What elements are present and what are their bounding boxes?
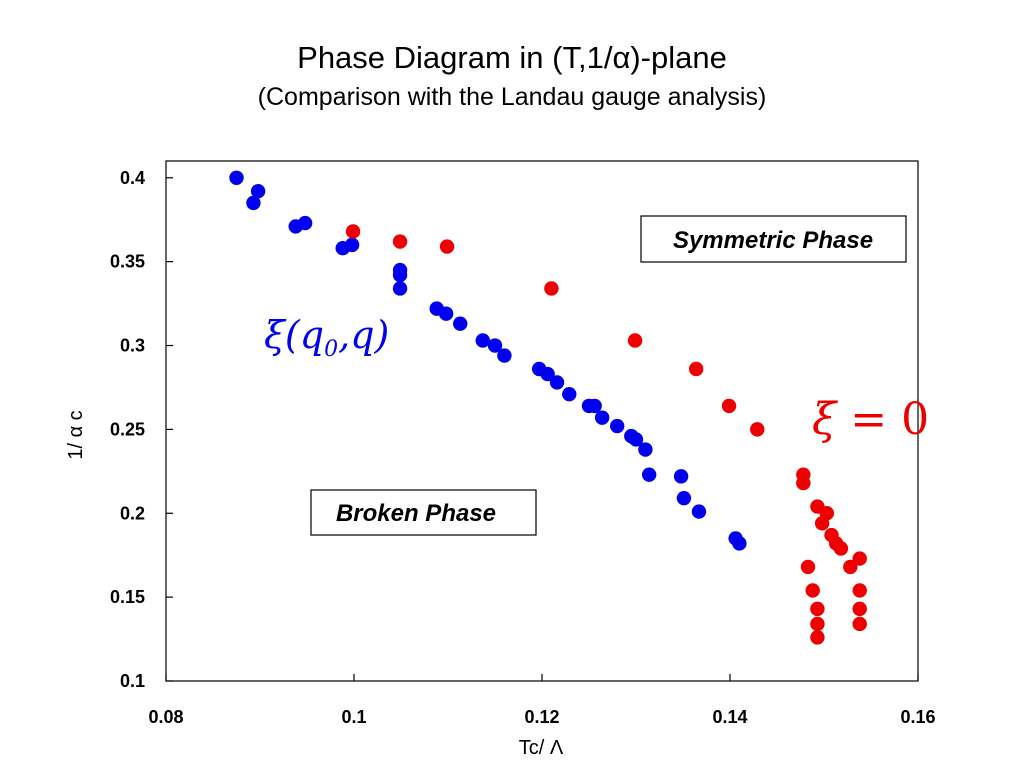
blue-data-point bbox=[487, 338, 503, 353]
blue-data-point bbox=[250, 183, 266, 199]
blue-data-point bbox=[453, 316, 468, 331]
x-tick-label: 0.14 bbox=[712, 707, 747, 727]
blue-data-point bbox=[540, 366, 555, 382]
y-axis-label: 1/ α c bbox=[65, 410, 87, 459]
red-data-point bbox=[721, 398, 737, 414]
x-axis-ticks: 0.08 0.1 0.12 0.14 0.16 bbox=[148, 674, 936, 727]
blue-series-annotation: ξ(q0,q) bbox=[264, 313, 389, 362]
red-data-point bbox=[627, 333, 643, 348]
red-data-point bbox=[852, 616, 867, 632]
blue-data-point bbox=[676, 490, 692, 506]
red-data-point bbox=[439, 239, 455, 254]
x-tick-label: 0.1 bbox=[341, 707, 366, 727]
red-data-point bbox=[800, 559, 816, 575]
red-data-point bbox=[544, 281, 559, 296]
blue-data-point bbox=[229, 170, 244, 185]
blue-data-point bbox=[392, 281, 408, 296]
red-data-point bbox=[852, 551, 867, 566]
blue-data-point bbox=[587, 398, 602, 414]
red-data-point bbox=[810, 601, 825, 617]
symmetric-phase-box: Symmetric Phase bbox=[640, 215, 907, 263]
blue-data-point bbox=[691, 504, 707, 519]
red-series-annotation: ξ = 0 bbox=[812, 394, 929, 445]
page-title: Phase Diagram in (T,1/α)-plane bbox=[297, 40, 727, 75]
y-tick-label: 0.3 bbox=[120, 336, 145, 356]
red-data-point bbox=[852, 601, 867, 617]
red-data-point bbox=[843, 559, 858, 575]
blue-data-point bbox=[732, 536, 747, 551]
blue-data-point bbox=[673, 469, 689, 484]
broken-phase-label: Broken Phase bbox=[336, 500, 496, 527]
blue-series bbox=[229, 170, 747, 551]
blue-data-point bbox=[638, 442, 653, 457]
symmetric-phase-box-frame bbox=[640, 215, 907, 263]
red-data-point bbox=[852, 583, 867, 598]
x-tick-label: 0.16 bbox=[900, 707, 935, 727]
y-tick-label: 0.4 bbox=[120, 168, 145, 188]
y-axis-ticks: 0.1 0.15 0.2 0.25 0.3 0.35 0.4 bbox=[110, 168, 173, 691]
blue-data-point bbox=[549, 375, 565, 390]
red-data-point bbox=[810, 616, 825, 632]
red-data-point bbox=[833, 541, 849, 556]
page-subtitle: (Comparison with the Landau gauge analys… bbox=[257, 83, 767, 111]
red-series bbox=[345, 224, 867, 645]
red-data-point bbox=[345, 224, 361, 239]
blue-data-point bbox=[246, 195, 261, 211]
y-tick-label: 0.35 bbox=[110, 252, 145, 272]
data-points bbox=[229, 170, 867, 645]
red-data-point bbox=[688, 361, 704, 377]
blue-data-point bbox=[392, 267, 408, 283]
red-data-point bbox=[796, 475, 811, 491]
blue-data-point bbox=[344, 237, 360, 253]
y-tick-label: 0.1 bbox=[120, 671, 145, 691]
x-tick-label: 0.12 bbox=[524, 707, 559, 727]
y-tick-label: 0.15 bbox=[110, 587, 145, 607]
blue-data-point bbox=[610, 418, 625, 434]
red-data-point bbox=[805, 583, 820, 598]
x-axis-label: Tc/ Λ bbox=[519, 737, 564, 759]
red-data-point bbox=[819, 506, 835, 521]
y-tick-label: 0.25 bbox=[110, 419, 145, 439]
blue-data-point bbox=[562, 386, 577, 402]
y-tick-label: 0.2 bbox=[120, 503, 145, 523]
blue-data-point bbox=[641, 467, 657, 482]
red-data-point bbox=[750, 422, 765, 437]
broken-phase-box-frame bbox=[310, 489, 537, 536]
red-data-point bbox=[810, 630, 825, 645]
x-tick-label: 0.08 bbox=[148, 707, 183, 727]
blue-data-point bbox=[497, 348, 512, 363]
symmetric-phase-label: Symmetric Phase bbox=[673, 227, 873, 254]
red-data-point bbox=[392, 234, 408, 249]
blue-data-point bbox=[628, 432, 644, 447]
blue-data-point bbox=[475, 333, 490, 348]
blue-data-point bbox=[297, 215, 313, 231]
blue-data-point bbox=[438, 306, 454, 321]
broken-phase-box: Broken Phase bbox=[310, 489, 537, 536]
blue-data-point bbox=[594, 410, 610, 425]
